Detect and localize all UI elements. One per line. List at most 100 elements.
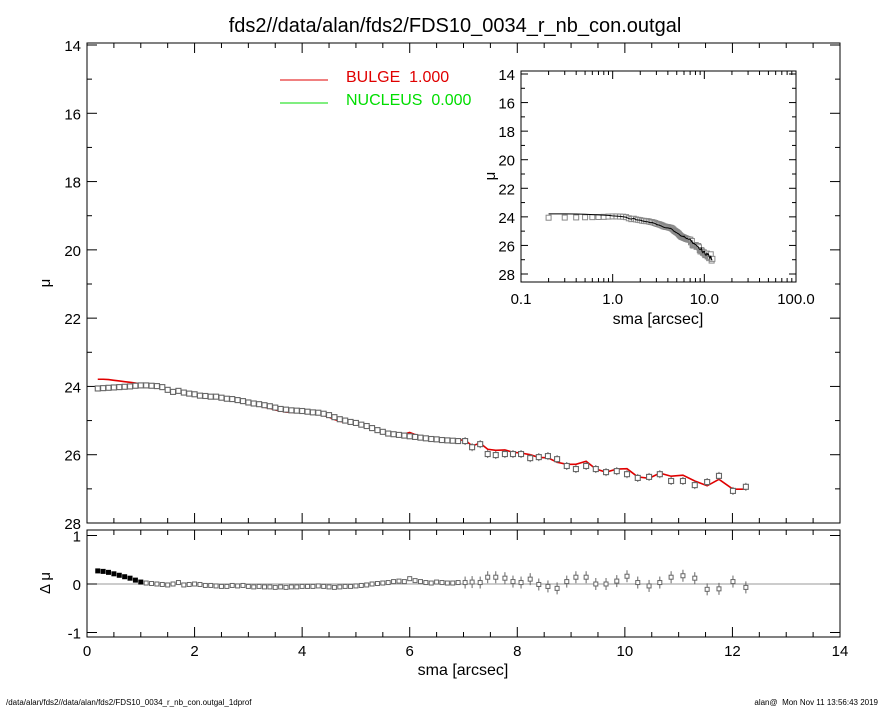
- data-point: [668, 477, 675, 485]
- footer-left: /data/alan/fds2//data/alan/fds2/FDS10_00…: [6, 698, 252, 707]
- data-point: [623, 471, 631, 478]
- xlabel: sma [arcsec]: [418, 662, 509, 679]
- residual-point: [554, 585, 560, 591]
- data-point: [299, 407, 306, 415]
- residual-point: [536, 581, 542, 587]
- data-point: [331, 414, 338, 421]
- data-point: [646, 473, 653, 480]
- y-tick-label: 28: [64, 516, 81, 533]
- residual-point: [294, 584, 300, 590]
- residual-point: [716, 586, 722, 592]
- data-point: [412, 433, 419, 441]
- residual-point: [149, 581, 155, 587]
- data-point: [126, 383, 134, 390]
- residual-point: [353, 583, 359, 589]
- data-point: [438, 436, 446, 444]
- residual-point: [657, 580, 663, 586]
- data-point: [304, 408, 311, 415]
- data-point: [191, 391, 198, 398]
- data-point: [455, 438, 462, 445]
- residual-point: [127, 575, 133, 581]
- residual-point: [202, 582, 208, 588]
- data-point: [336, 416, 343, 423]
- data-point: [143, 382, 150, 389]
- residual-point: [358, 582, 364, 588]
- residual-point: [692, 575, 698, 581]
- data-point: [352, 419, 359, 427]
- residual-point: [624, 573, 630, 579]
- data-point: [477, 441, 484, 448]
- data-point: [277, 405, 284, 413]
- residual-point: [730, 579, 736, 585]
- data-point: [715, 472, 723, 479]
- data-point: [288, 407, 295, 414]
- inset-ylabel: μ: [482, 172, 499, 181]
- y-tick-label: 28: [498, 267, 515, 284]
- residual-point: [573, 574, 579, 580]
- data-point: [554, 456, 561, 463]
- data-point: [239, 398, 247, 405]
- residual-point: [100, 568, 106, 574]
- residual-point: [132, 577, 138, 583]
- data-point: [462, 438, 469, 445]
- residual-point: [299, 583, 305, 589]
- y-tick-label: 26: [64, 448, 81, 465]
- residual-point: [380, 580, 386, 586]
- residual-point: [518, 580, 524, 586]
- residual-point: [485, 574, 491, 580]
- residual-point: [272, 584, 278, 590]
- x-tick-label: 100.0: [777, 291, 815, 308]
- residual-point: [646, 583, 652, 589]
- inset-plot: 14 16 18 20 22 24 26 28 0.1 1.0 10.0 100.0: [498, 67, 814, 308]
- data-point: [492, 452, 499, 459]
- inset-data-point: [545, 214, 552, 221]
- data-point: [159, 384, 166, 391]
- residual-point: [267, 584, 273, 590]
- x-tick-label: 10.0: [690, 291, 719, 308]
- residual-point: [240, 582, 246, 588]
- y-tick-label: 16: [64, 106, 81, 123]
- data-point: [320, 410, 327, 417]
- residual-point: [116, 572, 122, 578]
- data-point: [535, 454, 542, 461]
- y-tick-label: 20: [64, 243, 81, 260]
- data-point: [592, 466, 599, 473]
- residual-plot: 10-10 2 4 6 8 10 12 14: [68, 529, 849, 661]
- residual-point: [321, 583, 327, 589]
- residual-point: [229, 582, 235, 588]
- data-point: [202, 392, 209, 400]
- x-tick-label: 14: [832, 643, 849, 660]
- data-point: [325, 412, 333, 419]
- residual-point: [444, 580, 450, 586]
- data-point: [501, 450, 508, 458]
- data-point: [363, 422, 370, 430]
- data-point: [729, 487, 737, 494]
- residual-point: [261, 584, 267, 590]
- residual-point: [545, 583, 551, 589]
- data-point: [679, 477, 686, 485]
- data-point: [116, 384, 123, 391]
- residual-point: [374, 581, 380, 587]
- chart-title: fds2//data/alan/fds2/FDS10_0034_r_nb_con…: [229, 15, 682, 37]
- y-tick-label: 14: [498, 67, 515, 84]
- data-point: [613, 468, 620, 475]
- resid-ylabel: Δ μ: [37, 572, 54, 594]
- y-tick-label: 20: [498, 153, 515, 170]
- data-point: [374, 427, 381, 434]
- residual-point: [288, 584, 294, 590]
- data-point: [395, 431, 403, 438]
- data-point: [315, 409, 322, 416]
- residual-point: [283, 584, 289, 590]
- residual-point: [106, 569, 112, 575]
- residual-point: [278, 584, 284, 590]
- y-tick-label: 18: [498, 124, 515, 141]
- residual-point: [385, 580, 391, 586]
- data-point: [342, 417, 349, 424]
- residual-point: [407, 576, 413, 582]
- residual-point: [668, 574, 674, 580]
- residual-point: [326, 584, 332, 590]
- data-point: [385, 430, 392, 437]
- y-tick-label: 22: [64, 311, 81, 328]
- data-point: [282, 406, 290, 413]
- residual-point: [235, 583, 241, 589]
